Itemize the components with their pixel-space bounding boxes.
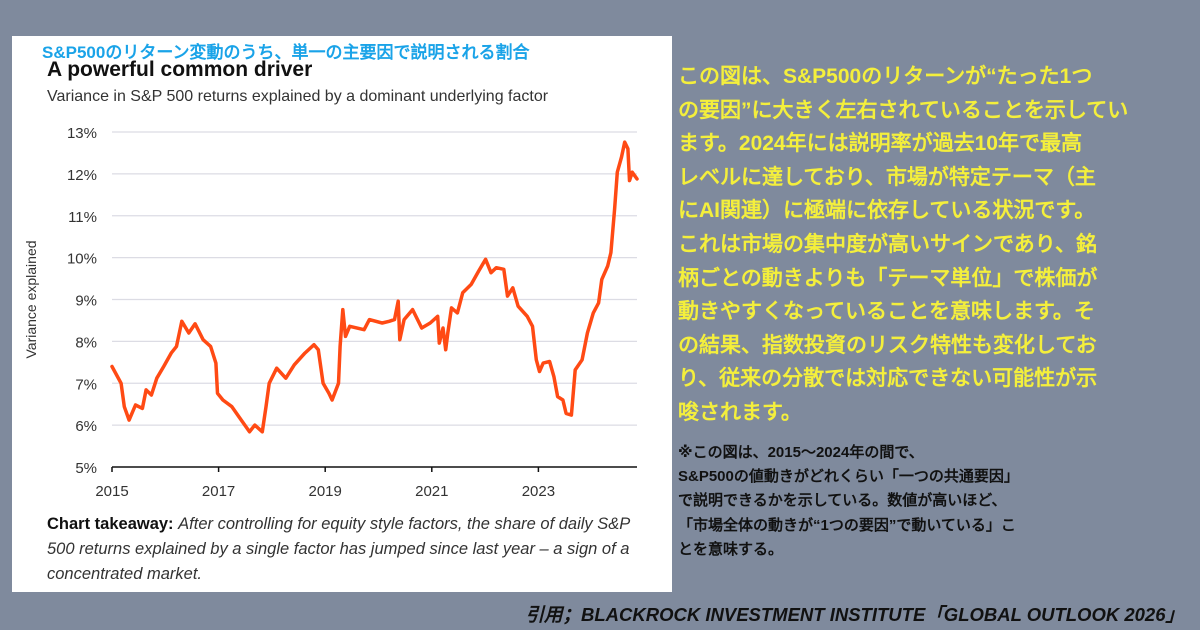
line-chart: 5% 6% 7% 8% 9% 10% 11% 12% 13% 2015 2017 2019 2021 20… — [23, 125, 639, 500]
commentary-line: この図は、S&P500のリターンが“たった1つ — [678, 65, 1093, 88]
commentary-line: 柄ごとの動きよりも「テーマ単位」で株価が — [678, 266, 1098, 290]
chart-japanese-title: S&P500のリターン変動のうち、単一の主要因で説明される割合 — [42, 43, 530, 62]
chart-subtitle: Variance in S&P 500 returns explained by… — [47, 88, 549, 105]
commentary-line: の結果、指数投資のリスク特性も変化してお — [678, 333, 1097, 357]
chart-title: A powerful common driver — [47, 58, 313, 81]
commentary-line: り、従来の分散では対応できない可能性が示 — [678, 367, 1098, 391]
x-tick-label: 2015 — [95, 483, 128, 500]
commentary-line: にAI関連）に極端に依存している状況です。 — [678, 199, 1096, 223]
takeaway-label: Chart takeaway: — [47, 515, 174, 533]
note-line: 「市場全体の動きが“1つの要因”で動いている」こ — [678, 516, 1016, 534]
x-tick-label: 2017 — [202, 483, 235, 500]
commentary-line: 動きやすくなっていることを意味します。そ — [678, 300, 1095, 324]
y-axis-label: Variance explained — [23, 240, 39, 358]
y-tick-label: 6% — [75, 418, 97, 435]
citation: 引用；BLACKROCK INVESTMENT INSTITUTE「GLOBAL… — [525, 604, 1185, 625]
note-line: とを意味する。 — [678, 540, 784, 558]
y-tick-label: 11% — [68, 209, 97, 226]
x-tick-label: 2019 — [309, 483, 342, 500]
commentary-line: これは市場の集中度が高いサインであり、銘 — [678, 232, 1097, 256]
y-tick-label: 8% — [75, 334, 97, 351]
chart-takeaway: Chart takeaway: After controlling for eq… — [47, 512, 657, 587]
note-line: ※この図は、2015～2024年の間で、 — [678, 444, 924, 461]
y-tick-label: 7% — [75, 376, 97, 393]
chart-panel: S&P500のリターン変動のうち、単一の主要因で説明される割合 A powerf… — [12, 36, 672, 592]
commentary-line: の要因”に大きく左右されていることを示してい — [678, 98, 1129, 122]
note-text: ※この図は、2015～2024年の間で、 S&P500の値動きがどれくらい「一つ… — [678, 441, 1019, 562]
y-tick-label: 10% — [67, 251, 97, 268]
y-tick-label: 13% — [67, 125, 97, 142]
x-tick-label: 2021 — [415, 483, 448, 500]
x-tick-label: 2023 — [522, 483, 555, 500]
commentary-line: ます。2024年には説明率が過去10年で最高 — [678, 132, 1082, 156]
y-tick-label: 5% — [75, 460, 97, 477]
y-tick-label: 9% — [75, 293, 97, 310]
series-line — [110, 140, 639, 434]
y-tick-label: 12% — [67, 167, 97, 184]
commentary-text: この図は、S&P500のリターンが“たった1つの要因”に大きく左右されていること… — [678, 60, 1128, 430]
note-line: S&P500の値動きがどれくらい「一つの共通要因」 — [678, 468, 1019, 486]
commentary-line: レベルに達しており、市場が特定テーマ（主 — [678, 165, 1096, 189]
commentary-line: 唆されます。 — [678, 400, 802, 424]
takeaway-text: After controlling for equity style facto… — [47, 515, 630, 583]
note-line: で説明できるかを示している。数値が高いほど、 — [678, 492, 1007, 510]
